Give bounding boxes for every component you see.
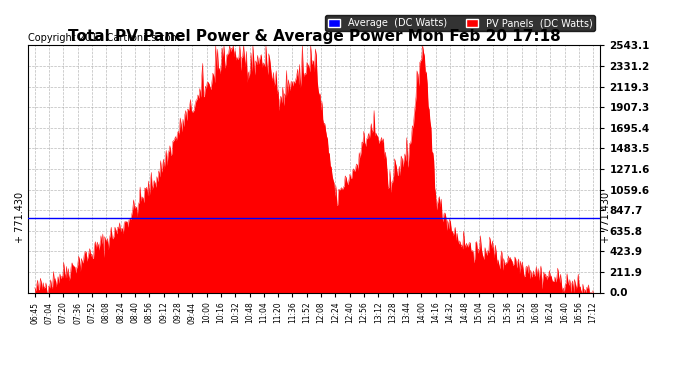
Legend: Average  (DC Watts), PV Panels  (DC Watts): Average (DC Watts), PV Panels (DC Watts) bbox=[326, 15, 595, 31]
Title: Total PV Panel Power & Average Power Mon Feb 20 17:18: Total PV Panel Power & Average Power Mon… bbox=[68, 29, 560, 44]
Text: + 771.430: + 771.430 bbox=[602, 192, 611, 243]
Text: Copyright 2017 Cartronics.com: Copyright 2017 Cartronics.com bbox=[28, 33, 179, 42]
Text: + 771.430: + 771.430 bbox=[14, 192, 25, 243]
